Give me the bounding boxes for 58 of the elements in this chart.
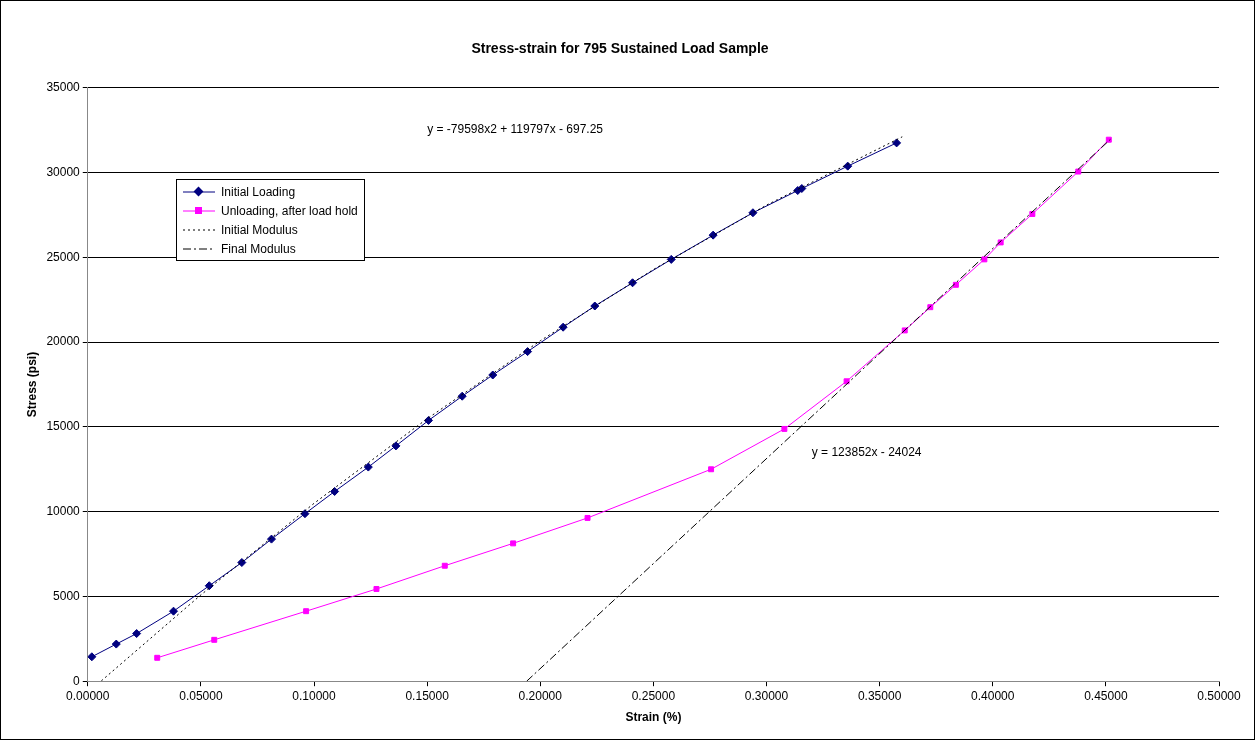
- legend-label: Initial Modulus: [221, 222, 298, 237]
- y-tick-label: 25000: [46, 249, 81, 264]
- point: [892, 138, 902, 148]
- y-tick-label: 10000: [46, 503, 81, 518]
- point: [363, 462, 373, 472]
- point: [488, 370, 498, 380]
- point: [666, 254, 676, 264]
- x-tick-label: 0.45000: [1084, 688, 1128, 703]
- point: [708, 466, 715, 473]
- y-tick-label: 5000: [53, 588, 81, 603]
- legend-label: Final Modulus: [221, 241, 296, 256]
- x-tick-label: 0.30000: [744, 688, 789, 703]
- point: [111, 639, 121, 649]
- x-tick-label: 0.25000: [631, 688, 676, 703]
- point: [510, 540, 517, 547]
- legend-label: Unloading, after load hold: [221, 203, 358, 218]
- point: [300, 509, 310, 519]
- point: [981, 256, 988, 263]
- point: [558, 322, 568, 332]
- point: [708, 230, 718, 240]
- x-tick-label: 0.10000: [292, 688, 337, 703]
- point: [373, 585, 380, 592]
- point: [237, 558, 247, 568]
- point: [87, 652, 97, 662]
- point: [457, 391, 467, 401]
- point: [266, 534, 276, 544]
- x-tick-label: 0.05000: [179, 688, 223, 703]
- y-tick-label: 35000: [46, 80, 81, 95]
- x-tick-label: 0.00000: [66, 688, 110, 703]
- x-tick-label: 0.20000: [518, 688, 563, 703]
- point: [628, 278, 638, 288]
- y-axis-title: Stress (psi): [24, 351, 39, 418]
- point: [303, 608, 310, 615]
- annotation: y = 123852x - 24024: [811, 445, 922, 460]
- y-tick-label: 15000: [46, 419, 81, 434]
- point: [330, 486, 340, 496]
- x-tick-label: 0.40000: [971, 688, 1015, 703]
- point: [584, 514, 591, 521]
- point: [391, 441, 401, 451]
- point: [590, 301, 600, 311]
- point: [169, 606, 179, 616]
- x-tick-label: 0.15000: [405, 688, 450, 703]
- point: [211, 636, 218, 643]
- point: [781, 425, 788, 432]
- annotation: y = -79598x2 + 119797x - 697.25: [427, 121, 604, 136]
- point: [1075, 168, 1082, 175]
- chart-title: Stress-strain for 795 Sustained Load Sample: [471, 40, 769, 57]
- point: [132, 629, 142, 639]
- legend-label: Initial Loading: [221, 184, 296, 199]
- point: [441, 562, 448, 569]
- x-tick-label: 0.50000: [1197, 688, 1242, 703]
- y-tick-label: 0: [73, 673, 81, 688]
- y-tick-label: 30000: [46, 164, 81, 179]
- point: [154, 654, 161, 661]
- x-tick-label: 0.35000: [857, 688, 902, 703]
- y-tick-label: 20000: [46, 334, 81, 349]
- x-axis-title: Strain (%): [625, 710, 682, 725]
- point: [523, 347, 533, 357]
